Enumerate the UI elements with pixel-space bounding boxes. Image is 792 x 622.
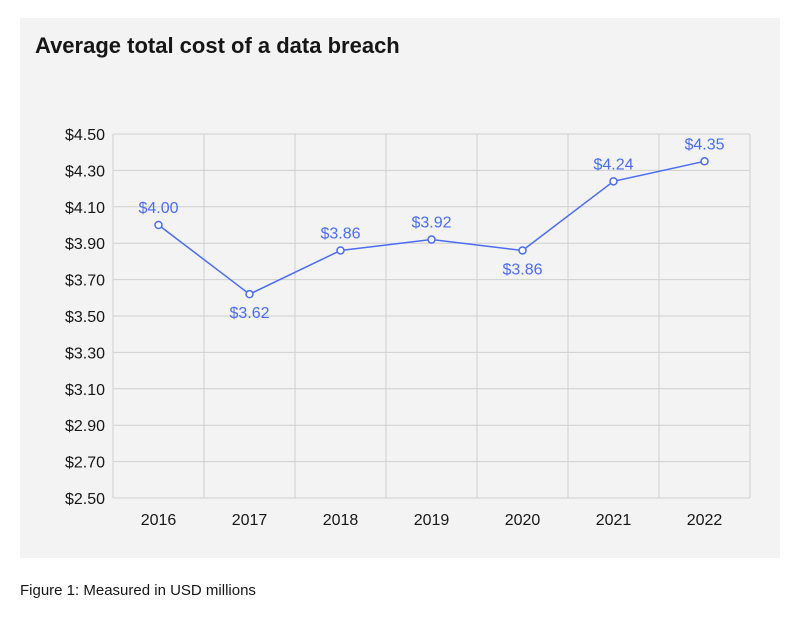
- data-label: $3.86: [502, 261, 542, 278]
- data-labels: $4.00 $3.62 $3.86 $3.92 $3.86 $4.24 $4.35: [138, 136, 724, 322]
- data-point: [609, 177, 618, 186]
- x-tick-label: 2021: [596, 512, 632, 529]
- data-label: $3.62: [229, 305, 269, 322]
- y-tick-label: $2.90: [65, 418, 105, 435]
- y-tick-label: $3.90: [65, 236, 105, 253]
- y-tick-label: $4.30: [65, 163, 105, 180]
- y-tick-label: $3.10: [65, 382, 105, 399]
- data-label: $3.86: [320, 225, 360, 242]
- x-tick-label: 2017: [232, 512, 268, 529]
- figure-caption: Figure 1: Measured in USD millions: [20, 582, 256, 599]
- data-point: [245, 289, 254, 299]
- chart-title: Average total cost of a data breach: [35, 33, 400, 58]
- x-tick-label: 2022: [687, 512, 723, 529]
- data-point: [154, 220, 163, 230]
- data-label: $4.35: [684, 136, 724, 153]
- data-point: [336, 246, 345, 255]
- y-tick-label: $4.10: [65, 200, 105, 217]
- data-point: [427, 235, 436, 244]
- x-tick-label: 2019: [414, 512, 450, 529]
- grid-lines: [112, 133, 751, 499]
- data-label: $4.24: [593, 156, 633, 173]
- data-label: $3.92: [411, 215, 451, 232]
- y-tick-label: $2.70: [65, 455, 105, 472]
- series-average-total-cost: [154, 157, 709, 299]
- line-chart: $2.50 $2.70 $2.90 $3.10 $3.30 $3.50 $3.70 $3.90…: [65, 127, 751, 529]
- data-point: [518, 246, 527, 255]
- x-tick-label: 2020: [505, 512, 541, 529]
- y-tick-label: $3.70: [65, 273, 105, 290]
- data-label: $4.00: [138, 200, 178, 217]
- data-point: [700, 157, 709, 166]
- y-tick-label: $3.30: [65, 345, 105, 362]
- x-tick-label: 2016: [141, 512, 177, 529]
- y-tick-label: $3.50: [65, 309, 105, 326]
- x-tick-label: 2018: [323, 512, 359, 529]
- y-axis-ticks: $2.50 $2.70 $2.90 $3.10 $3.30 $3.50 $3.70 $3.90…: [65, 127, 105, 508]
- x-axis-ticks: 2016 2017 2018 2019 2020 2021 2022: [141, 512, 723, 529]
- y-tick-label: $4.50: [65, 127, 105, 144]
- chart-panel: [20, 18, 780, 558]
- y-tick-label: $2.50: [65, 491, 105, 508]
